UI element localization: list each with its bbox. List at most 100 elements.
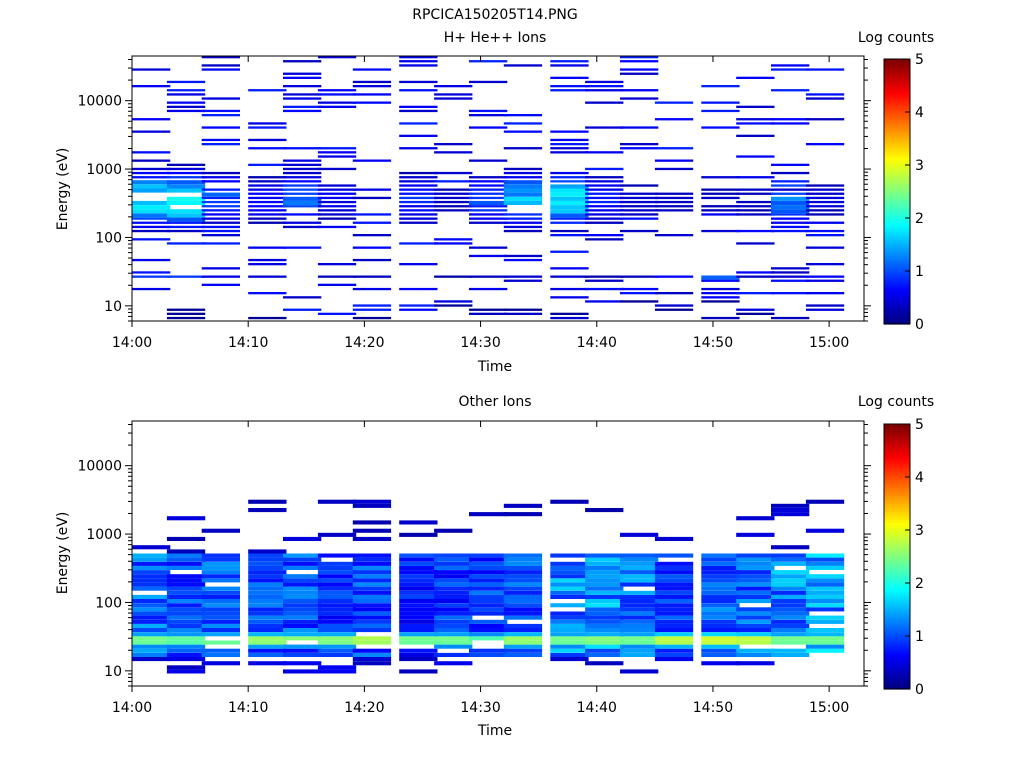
- heatmap-cell: [201, 578, 240, 583]
- heatmap-cell: [654, 196, 694, 200]
- heatmap-cell: [248, 263, 287, 266]
- heatmap-cell: [503, 229, 543, 233]
- heatmap-cell: [771, 640, 810, 645]
- heatmap-cell: [166, 561, 206, 566]
- heatmap-cell: [550, 636, 589, 641]
- heatmap-cell: [469, 628, 508, 633]
- heatmap-cell: [469, 217, 508, 220]
- y-tick-label: 100: [95, 230, 122, 246]
- colorbar-segment: [884, 236, 910, 240]
- heatmap-cell: [132, 151, 171, 154]
- heatmap-cell: [701, 196, 740, 200]
- heatmap-cell: [469, 192, 508, 195]
- heatmap-cell: [469, 570, 508, 575]
- heatmap-cell: [132, 258, 171, 262]
- y-axis-label: Energy (eV): [55, 148, 71, 231]
- heatmap-cell: [248, 258, 287, 262]
- heatmap-cell: [132, 229, 171, 233]
- heatmap-cell: [550, 275, 589, 278]
- heatmap-cell: [166, 665, 206, 670]
- heatmap-cell: [585, 594, 624, 599]
- heatmap-cell: [201, 648, 240, 653]
- heatmap-cell: [166, 105, 206, 108]
- heatmap-cell: [434, 171, 473, 175]
- heatmap-cell: [248, 652, 287, 657]
- heatmap-cell: [585, 599, 624, 604]
- heatmap-cell: [805, 619, 845, 624]
- heatmap-cell: [399, 619, 438, 624]
- heatmap-cell: [654, 599, 694, 604]
- heatmap-cell: [399, 213, 438, 216]
- heatmap-cell: [399, 557, 438, 562]
- heatmap-cell: [585, 196, 624, 200]
- heatmap-cell: [701, 574, 740, 579]
- heatmap-cell: [201, 603, 240, 608]
- heatmap-cell: [736, 118, 775, 121]
- colorbar-segment: [884, 474, 910, 478]
- heatmap-cell: [201, 570, 240, 575]
- heatmap-cell: [585, 80, 624, 84]
- heatmap-cell: [771, 184, 810, 187]
- colorbar-segment: [884, 159, 910, 163]
- heatmap-cell: [503, 258, 543, 262]
- heatmap-cell: [771, 271, 810, 274]
- colorbar-segment: [884, 64, 910, 68]
- heatmap-cell: [248, 180, 287, 183]
- heatmap-cell: [166, 213, 206, 218]
- heatmap-cell: [585, 603, 624, 608]
- heatmap-cell: [283, 308, 322, 311]
- heatmap-cell: [166, 640, 206, 645]
- heatmap-cell: [620, 594, 659, 599]
- heatmap-cell: [585, 151, 624, 154]
- heatmap-cell: [352, 528, 392, 533]
- heatmap-cell: [503, 574, 543, 579]
- heatmap-cell: [399, 582, 438, 587]
- colorbar-segment: [884, 450, 910, 454]
- heatmap-cell: [132, 176, 171, 179]
- heatmap-cell: [201, 628, 240, 633]
- heatmap-cell: [654, 640, 694, 645]
- heatmap-cell: [434, 590, 473, 595]
- x-tick-label: 15:00: [809, 335, 849, 351]
- heatmap-cell: [132, 200, 171, 205]
- heatmap-cell: [283, 590, 322, 595]
- heatmap-cell: [166, 316, 206, 320]
- heatmap-cell: [701, 85, 740, 88]
- heatmap-cell: [248, 619, 287, 624]
- heatmap-cell: [771, 582, 810, 587]
- heatmap-cell: [399, 590, 438, 595]
- heatmap-cell: [654, 565, 694, 570]
- heatmap-cell: [620, 532, 659, 537]
- colorbar-segment: [884, 149, 910, 153]
- heatmap-cell: [805, 636, 845, 641]
- heatmap-cell: [399, 570, 438, 575]
- heatmap-cell: [585, 619, 624, 624]
- heatmap-cell: [399, 574, 438, 579]
- heatmap-cell: [701, 632, 740, 637]
- heatmap-cell: [434, 143, 473, 146]
- heatmap-cell: [550, 180, 589, 183]
- heatmap-cell: [317, 623, 357, 628]
- heatmap-cell: [283, 557, 322, 562]
- heatmap-cell: [352, 275, 392, 278]
- heatmap-cell: [585, 582, 624, 587]
- heatmap-cell: [503, 188, 543, 193]
- heatmap-cell: [166, 636, 206, 641]
- heatmap-cell: [620, 570, 659, 575]
- colorbar-segment: [884, 683, 910, 687]
- heatmap-cell: [399, 188, 438, 191]
- heatmap-cell: [283, 603, 322, 608]
- heatmap-cell: [736, 532, 775, 537]
- heatmap-cell: [620, 644, 659, 649]
- heatmap-cell: [399, 304, 438, 307]
- heatmap-cell: [771, 221, 810, 224]
- heatmap-cell: [701, 209, 740, 212]
- heatmap-cell: [201, 623, 240, 628]
- heatmap-cell: [503, 644, 543, 649]
- heatmap-cell: [317, 611, 357, 616]
- heatmap-cell: [317, 644, 357, 649]
- heatmap-cell: [771, 512, 810, 517]
- heatmap-cell: [469, 561, 508, 566]
- heatmap-cell: [654, 570, 694, 575]
- colorbar-segment: [884, 530, 910, 534]
